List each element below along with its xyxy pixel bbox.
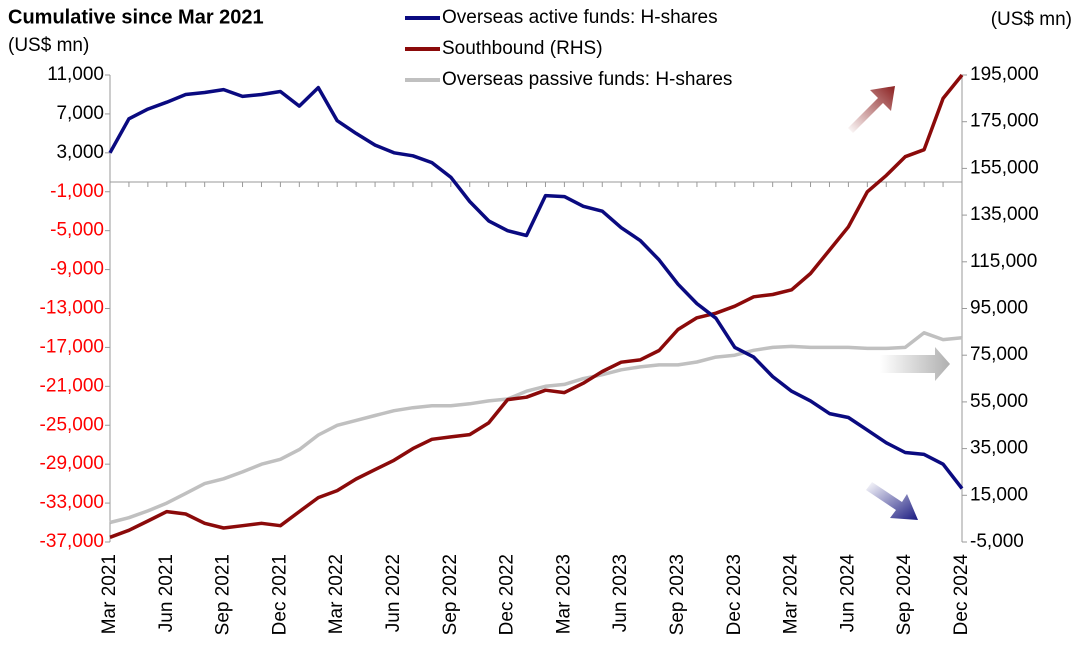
y2-axis-label: (US$ mn)	[991, 9, 1072, 30]
y2-tick-label: 135,000	[970, 204, 1039, 225]
x-tick-label: Jun 2022	[383, 554, 404, 632]
y-tick-label: -9,000	[50, 259, 104, 280]
y-tick-label: -33,000	[40, 492, 104, 513]
x-tick-label: Mar 2024	[781, 554, 802, 635]
y2-tick-label: 75,000	[970, 344, 1028, 365]
arrow-up	[848, 86, 895, 133]
y2-tick-label: 115,000	[970, 251, 1037, 272]
y-tick-label: -5,000	[50, 220, 104, 241]
y-tick-label: 3,000	[56, 142, 104, 163]
y2-tick-label: 15,000	[970, 484, 1028, 505]
legend-label: Overseas active funds: H-shares	[442, 7, 718, 28]
y2-tick-label: -5,000	[970, 531, 1024, 552]
y-tick-label: -21,000	[40, 375, 104, 396]
series-line	[108, 85, 964, 490]
y-tick-label: -17,000	[40, 336, 104, 357]
arrow-down	[866, 482, 918, 520]
x-tick-label: Sep 2024	[894, 554, 915, 636]
y-tick-label: -29,000	[40, 453, 104, 474]
y2-tick-label: 175,000	[970, 111, 1039, 132]
y2-tick-label: 155,000	[970, 157, 1039, 178]
y-tick-label: 7,000	[56, 103, 104, 124]
x-tick-label: Mar 2022	[326, 554, 347, 634]
arrow-right	[880, 347, 950, 381]
x-tick-label: Mar 2021	[99, 554, 120, 634]
y-tick-label: -13,000	[40, 298, 104, 319]
y-tick-label: 11,000	[47, 64, 104, 85]
y2-tick-label: 35,000	[970, 438, 1028, 459]
y2-tick-label: 195,000	[970, 64, 1039, 85]
legend-label: Southbound (RHS)	[442, 38, 603, 59]
x-tick-label: Mar 2023	[553, 554, 574, 634]
series-line	[109, 331, 963, 525]
y-tick-label: -37,000	[40, 531, 104, 552]
x-tick-label: Sep 2023	[667, 554, 688, 635]
x-tick-label: Dec 2021	[269, 554, 290, 635]
x-tick-label: Dec 2023	[724, 554, 745, 635]
x-tick-label: Dec 2022	[497, 554, 518, 635]
x-tick-label: Sep 2022	[440, 554, 461, 635]
y-tick-label: -1,000	[50, 181, 104, 202]
y-axis-label: (US$ mn)	[8, 35, 89, 56]
y2-tick-label: 95,000	[970, 298, 1028, 319]
legend-label: Overseas passive funds: H-shares	[442, 69, 732, 90]
x-tick-label: Dec 2024	[951, 554, 972, 636]
y-tick-label: -25,000	[40, 414, 104, 435]
y2-tick-label: 55,000	[970, 391, 1028, 412]
series-line	[109, 73, 964, 539]
x-tick-label: Jun 2023	[610, 554, 631, 632]
x-tick-label: Jun 2021	[156, 554, 177, 632]
x-tick-label: Jun 2024	[837, 554, 858, 633]
x-tick-label: Sep 2021	[213, 554, 234, 635]
chart-title: Cumulative since Mar 2021	[8, 6, 264, 28]
